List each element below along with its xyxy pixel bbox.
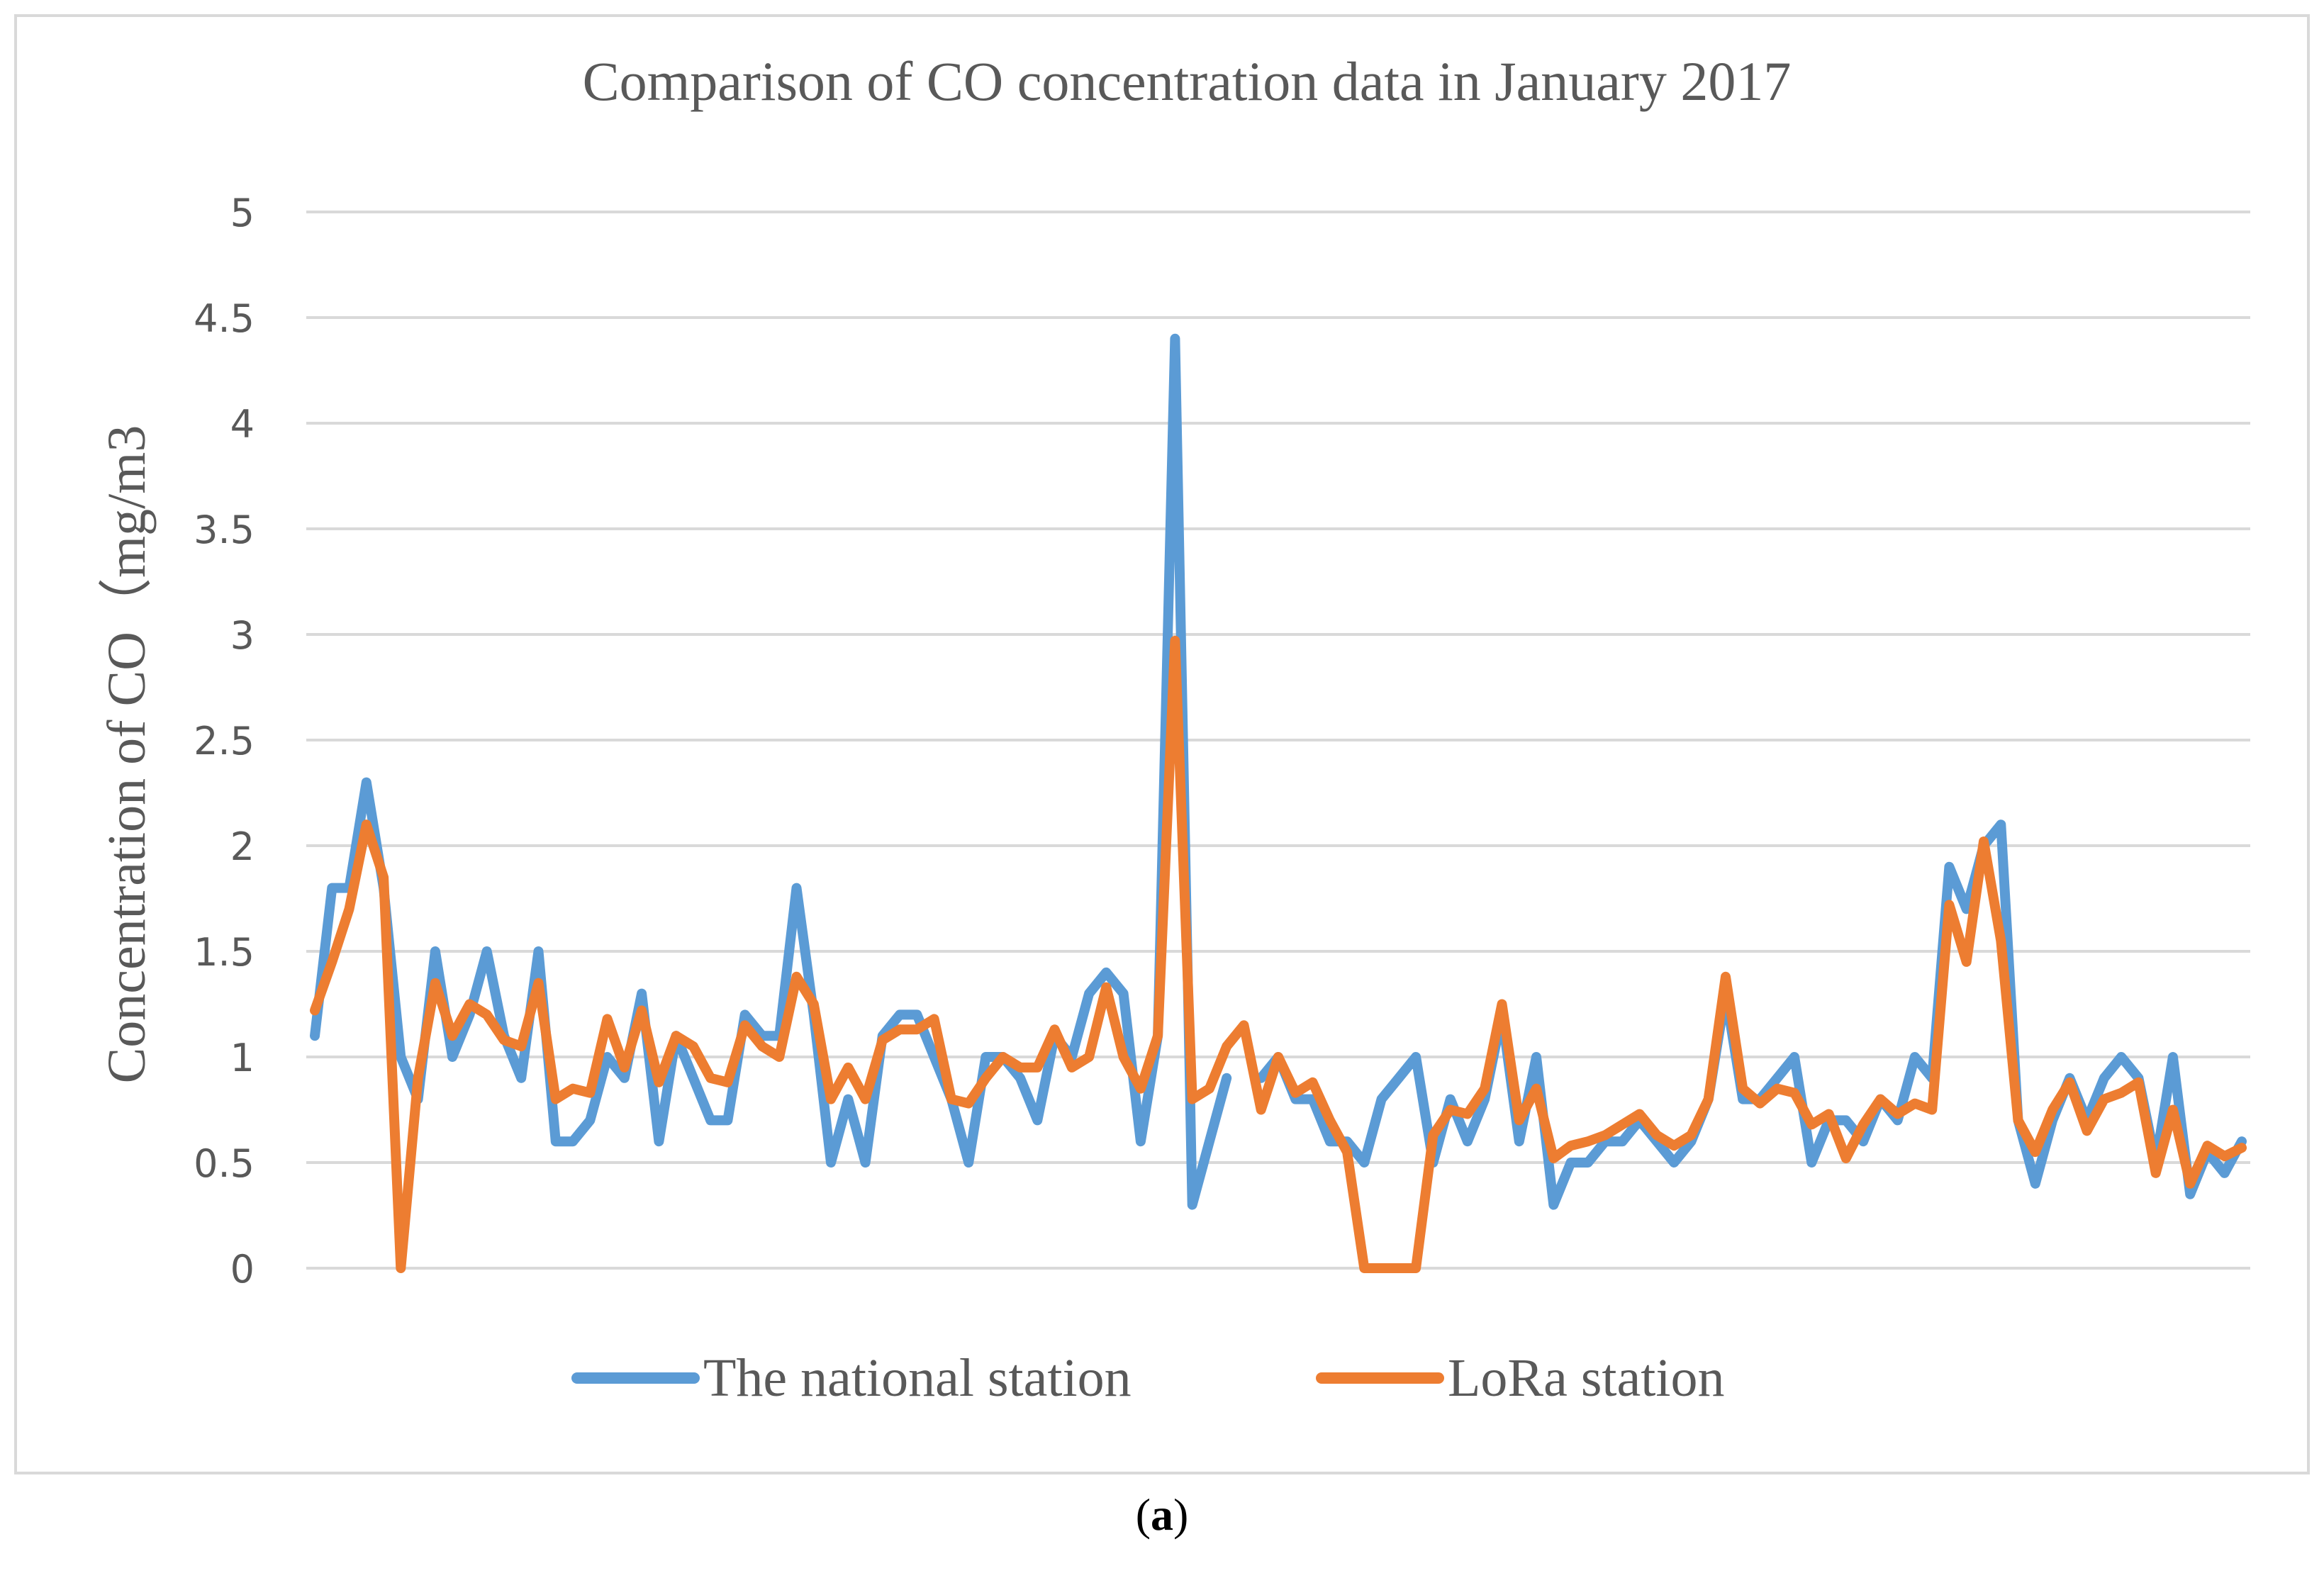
y-tick-label: 4 (230, 402, 255, 447)
y-tick-label: 0 (230, 1247, 255, 1292)
legend-label-national: The national station (703, 1348, 1132, 1408)
series-line-lora-station (310, 635, 2247, 1273)
legend: The national station LoRa station (571, 1348, 1725, 1408)
y-tick-label: 4.5 (194, 296, 255, 341)
y-tick-label: 3.5 (194, 508, 255, 552)
y-tick-label: 1 (230, 1036, 255, 1080)
legend-label-lora: LoRa station (1448, 1348, 1725, 1408)
series-line-national-station (310, 333, 2247, 1210)
y-axis-ticks: 0 0.5 1 1.5 2 2.5 3 3.5 4 4.5 5 (194, 191, 255, 1292)
y-tick-label: 5 (230, 191, 255, 235)
y-axis-label: Concentration of CO（mg/m3 (97, 425, 157, 1084)
y-tick-label: 1.5 (194, 930, 255, 975)
y-tick-label: 2.5 (194, 719, 255, 763)
chart-title: Comparison of CO concentration data in J… (583, 50, 1792, 112)
caption-close-paren: ) (1173, 1489, 1189, 1540)
series-layer (310, 333, 2247, 1273)
figure-caption: (a) (0, 1489, 2324, 1541)
chart-svg: Comparison of CO concentration data in J… (97, 50, 2250, 1408)
y-tick-label: 0.5 (194, 1141, 255, 1186)
chart-frame: Comparison of CO concentration data in J… (14, 14, 2310, 1474)
caption-letter: a (1151, 1489, 1173, 1540)
caption-open-paren: ( (1135, 1489, 1151, 1540)
y-tick-label: 2 (230, 824, 255, 869)
y-tick-label: 3 (230, 613, 255, 658)
